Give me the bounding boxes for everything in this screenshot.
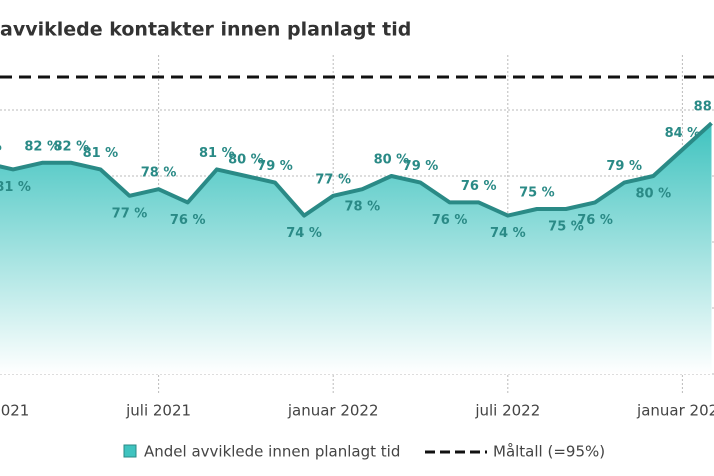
data-label: 76 % (432, 213, 468, 228)
x-tick-label: januar 2021 (0, 402, 29, 420)
data-label: 76 % (577, 213, 613, 228)
data-label: 77 % (315, 172, 351, 187)
data-label: 74 % (286, 226, 322, 241)
data-label: 81 % (83, 146, 119, 161)
data-label: 79 % (606, 159, 642, 174)
data-label: 81 % (0, 180, 31, 195)
area-fill (0, 123, 712, 374)
data-label: 76 % (170, 213, 206, 228)
data-label: 74 % (490, 226, 526, 241)
data-label: 75 % (548, 220, 584, 235)
data-label: 75 % (519, 186, 555, 201)
legend-label: Måltall (=95%) (493, 443, 605, 461)
legend-label: Andel avviklede innen planlagt tid (144, 443, 400, 461)
data-label: 82 % (0, 139, 2, 154)
x-tick-label: juli 2021 (125, 402, 191, 420)
data-label: 81 % (199, 146, 235, 161)
data-label: 88 % (694, 100, 714, 115)
data-label: 78 % (141, 166, 177, 181)
data-label: 79 % (403, 159, 439, 174)
data-label: 84 % (665, 126, 701, 141)
line (0, 121, 713, 218)
data-label: 76 % (461, 179, 497, 194)
data-label: 79 % (257, 159, 293, 174)
data-label: 77 % (112, 206, 148, 221)
data-label: 80 % (374, 153, 410, 168)
data-label: 78 % (344, 200, 380, 215)
legend-swatch (123, 444, 137, 458)
x-tick-label: januar 2022 (287, 402, 379, 420)
x-tick-label: juli 2022 (474, 402, 540, 420)
x-tick-label: januar 2023 (636, 402, 714, 420)
data-label: 80 % (635, 187, 671, 202)
data-label: 80 % (228, 153, 264, 168)
data-label: 82 % (53, 139, 89, 154)
chart-title: avviklede kontakter innen planlagt tid (0, 19, 411, 41)
data-label: 82 % (24, 139, 60, 154)
